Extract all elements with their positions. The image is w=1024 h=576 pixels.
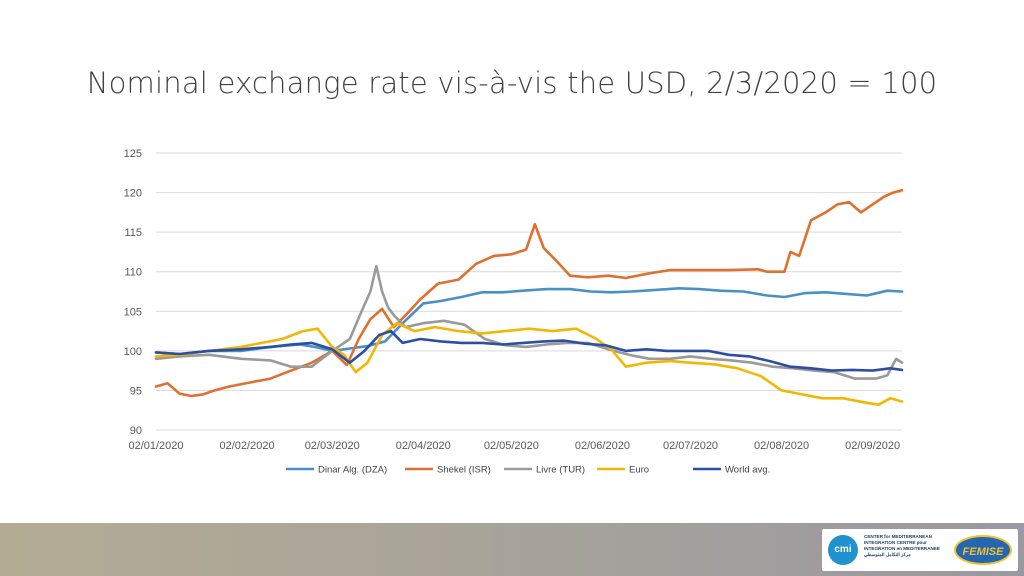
series-line-0: [154, 286, 904, 356]
legend-label: Euro: [629, 465, 649, 476]
legend-item: Shekel (ISR): [405, 465, 491, 476]
slide-title: Nominal exchange rate vis-à-vis the USD,…: [86, 66, 938, 100]
y-tick-label: 125: [124, 148, 142, 160]
series-line-2: [154, 264, 904, 380]
femise-logo-icon: FEMISE: [954, 535, 1012, 565]
legend: Dinar Alg. (DZA) Shekel (ISR) Livre (TUR) E…: [286, 465, 770, 476]
x-axis-ticks: 02/01/2020 02/02/2020 02/03/2020 02/04/2020…: [128, 440, 900, 452]
legend-item: Livre (TUR): [504, 465, 585, 476]
x-tick-label: 02/08/2020: [754, 440, 809, 452]
line-chart: 90 95 100 105 110 115 120 125 02/01/2020 02/02/2…: [124, 148, 904, 476]
legend-label: World avg.: [725, 465, 770, 476]
legend-label: Livre (TUR): [536, 465, 585, 476]
y-tick-label: 90: [130, 425, 142, 437]
x-tick-label: 02/06/2020: [575, 440, 630, 452]
cmi-logo-text: CENTER for MEDITERRANEAN INTEGRATION CEN…: [864, 534, 944, 558]
x-tick-label: 02/03/2020: [305, 440, 360, 452]
x-tick-label: 02/04/2020: [396, 440, 451, 452]
y-tick-label: 95: [130, 385, 142, 397]
cmi-logo-icon: cmi: [828, 535, 858, 565]
partner-logos: cmi CENTER for MEDITERRANEAN INTEGRATION…: [822, 529, 1018, 571]
x-tick-label: 02/02/2020: [220, 440, 275, 452]
series-line-3: [154, 321, 904, 407]
series-line-1: [154, 188, 904, 398]
x-tick-label: 02/05/2020: [484, 440, 539, 452]
cmi-line: INTEGRATION CENTRE pour: [864, 540, 927, 545]
series-line-4: [154, 329, 904, 372]
legend-item: World avg.: [693, 465, 770, 476]
y-tick-label: 105: [124, 306, 142, 318]
legend-item: Euro: [597, 465, 649, 476]
y-axis-ticks: 90 95 100 105 110 115 120 125: [124, 148, 142, 437]
cmi-line: CENTER for MEDITERRANEAN: [864, 534, 932, 539]
x-tick-label: 02/07/2020: [663, 440, 718, 452]
x-tick-label: 02/09/2020: [845, 440, 900, 452]
y-tick-label: 100: [124, 346, 142, 358]
gridlines: [156, 152, 902, 431]
legend-label: Shekel (ISR): [437, 465, 491, 476]
cmi-line: مركز التكامل المتوسطي: [864, 552, 911, 557]
y-tick-label: 110: [124, 267, 142, 279]
y-tick-label: 120: [124, 188, 142, 200]
legend-label: Dinar Alg. (DZA): [318, 465, 387, 476]
legend-item: Dinar Alg. (DZA): [286, 465, 387, 476]
cmi-line: INTEGRATION en MEDITERRANEE: [864, 546, 940, 551]
y-tick-label: 115: [124, 227, 142, 239]
series-lines: [154, 188, 904, 407]
x-tick-label: 02/01/2020: [128, 440, 183, 452]
